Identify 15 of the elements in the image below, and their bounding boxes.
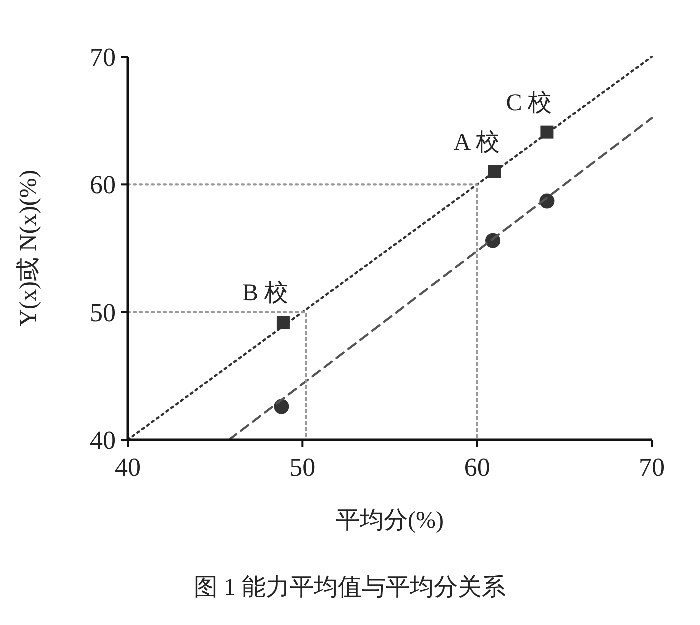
x-axis-title: 平均分(%) [336,508,444,534]
x-tick-label: 50 [290,453,316,482]
x-tick-label: 60 [464,453,490,482]
y-tick-label: 50 [90,298,116,328]
y-tick-label: 40 [90,426,116,455]
caption: 图 1 能力平均值与平均分关系 [194,574,506,601]
annotation: C 校 [506,90,552,116]
annotation: A 校 [454,130,500,156]
x-tick-label: 70 [639,453,665,482]
annotation: B 校 [242,280,288,307]
y-tick-label: 60 [90,170,116,200]
y-axis-title: Y(x)或 N(x)(%) [16,170,42,327]
y-tick-label: 70 [90,43,116,72]
point [274,399,290,414]
x-tick-label: 40 [115,453,141,482]
